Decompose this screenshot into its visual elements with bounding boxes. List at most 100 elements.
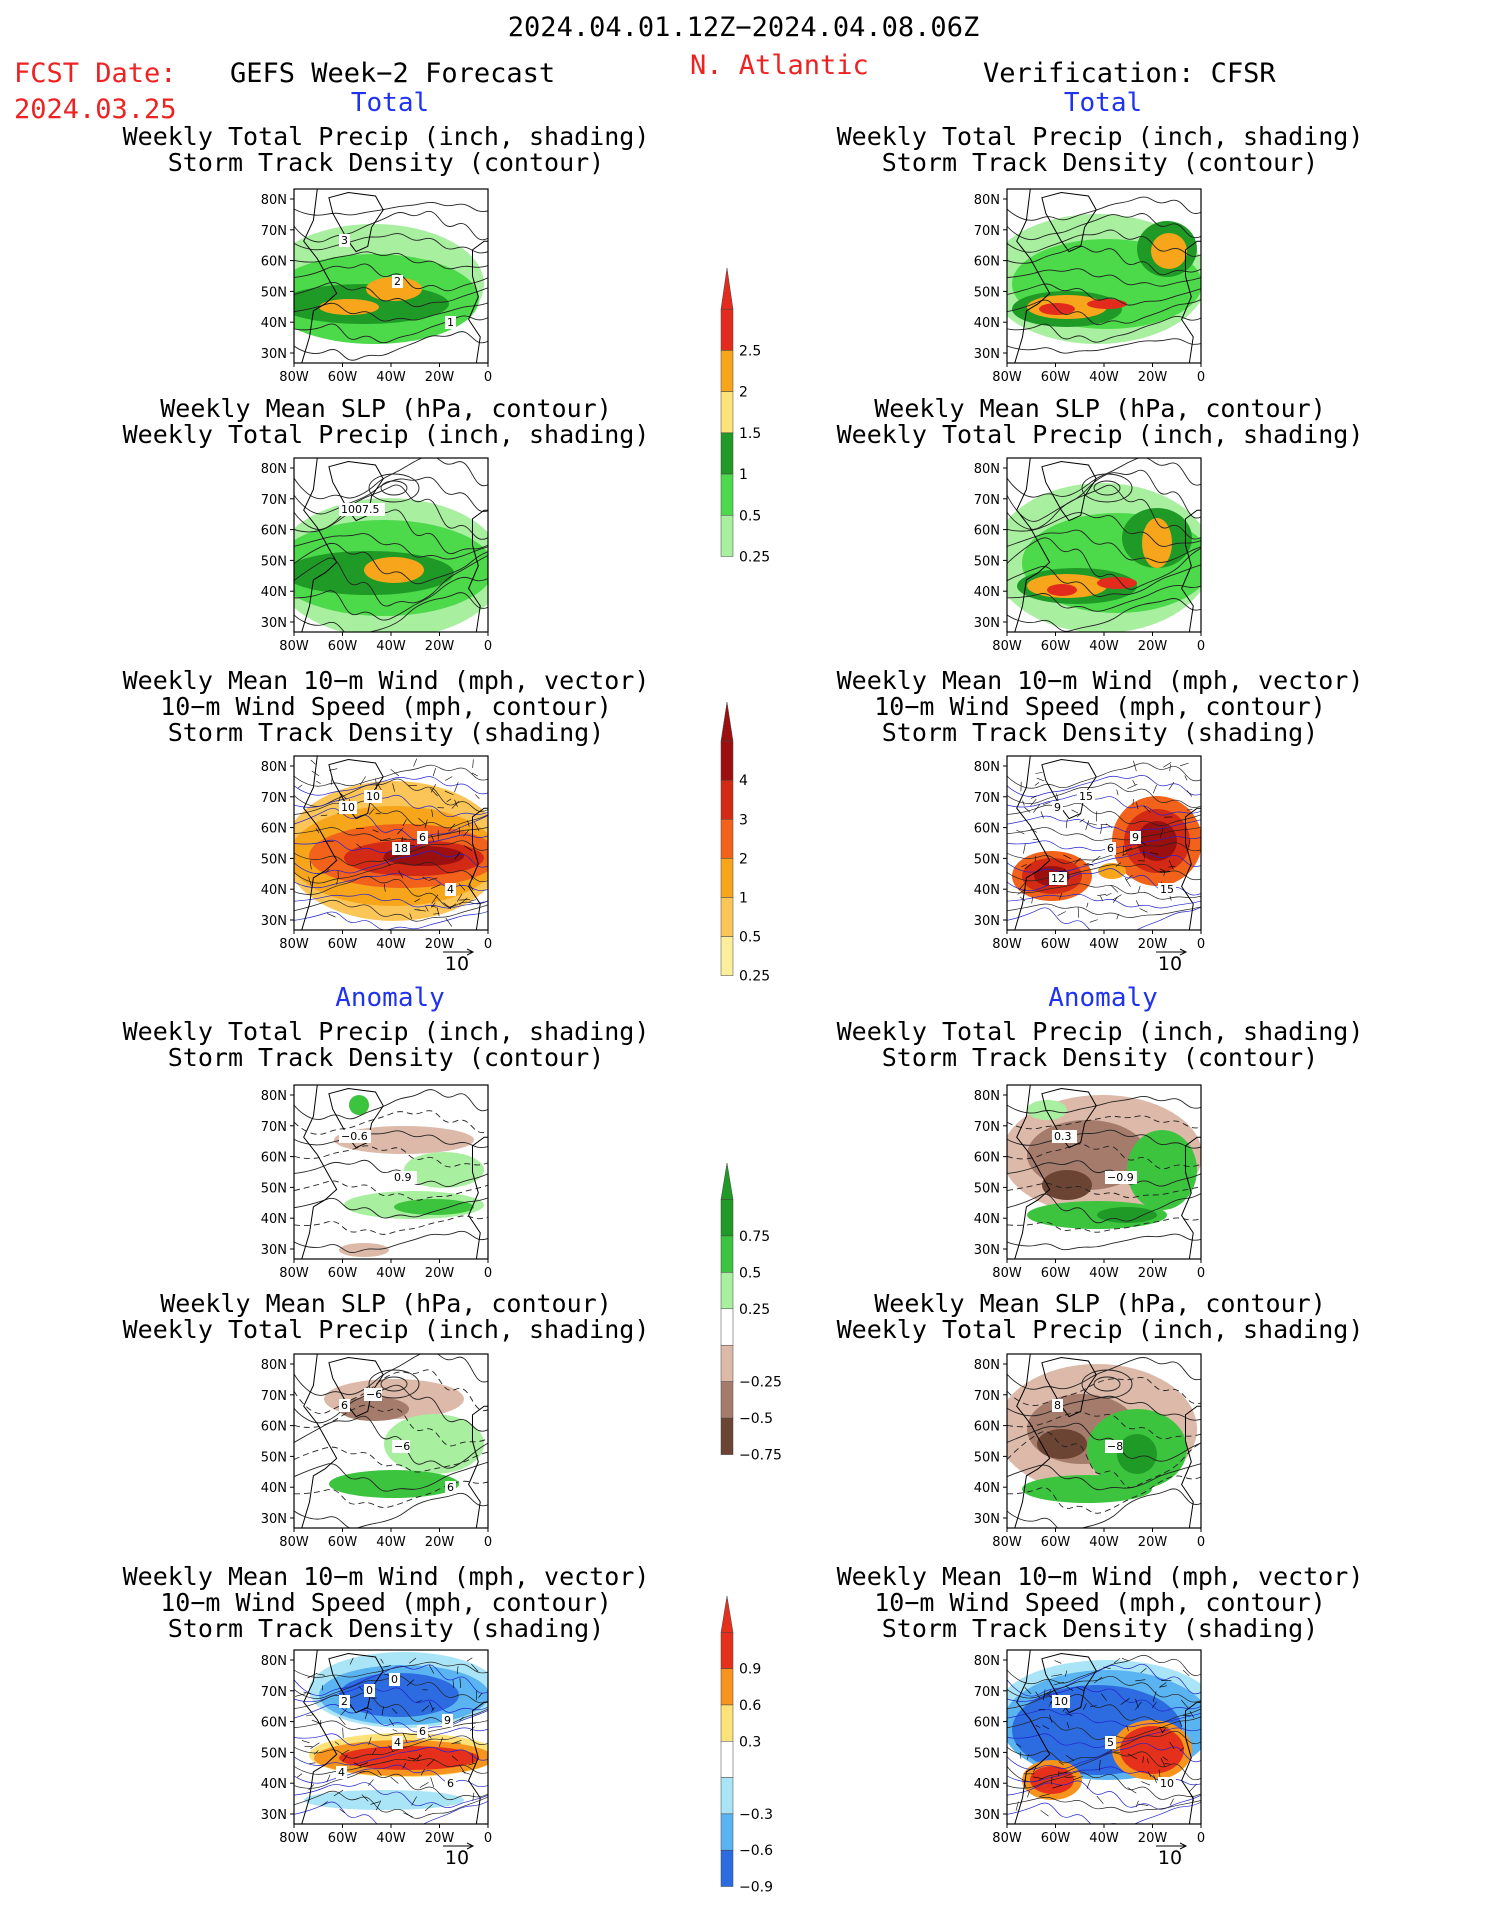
- lat-tick-label: 70N: [974, 791, 1000, 806]
- contour-label: 6: [1107, 842, 1114, 855]
- wind-vector: [338, 1716, 346, 1725]
- contour-line: [294, 808, 488, 841]
- contour-line: [294, 899, 488, 922]
- wind-vector: [1116, 914, 1119, 920]
- wind-vector: [314, 1750, 319, 1755]
- wind-vector: [1124, 877, 1131, 887]
- greenland-outline: [1041, 1087, 1097, 1149]
- shading-region: [1098, 863, 1126, 879]
- colorbar-label: 2: [739, 851, 748, 867]
- wind-vector: [431, 809, 434, 817]
- wind-vector: [1015, 1801, 1019, 1811]
- wind-vector: [1087, 822, 1097, 826]
- lat-tick-label: 60N: [261, 1716, 287, 1731]
- north-america-coast: [294, 189, 338, 363]
- wind-vector: [1051, 1674, 1062, 1677]
- contour-label: 1007.5: [341, 503, 380, 516]
- wind-vector: [1083, 1703, 1087, 1710]
- wind-vector: [459, 1678, 462, 1688]
- wind-vector: [445, 776, 453, 781]
- wind-vector: [1094, 1676, 1103, 1684]
- wind-vector: [429, 788, 438, 797]
- wind-vector: [469, 899, 476, 902]
- wind-vector: [1034, 782, 1040, 786]
- contour-label-box: [339, 1399, 350, 1412]
- wind-vector: [1065, 1670, 1068, 1677]
- wind-vector: [1066, 1722, 1070, 1729]
- contour-line: [294, 1159, 488, 1187]
- colorbar-segment: [720, 1741, 734, 1778]
- contour-line: [294, 792, 488, 818]
- wind-vector: [294, 1693, 306, 1697]
- lon-tick-label: 60W: [328, 937, 358, 952]
- contour-line: [1007, 1694, 1201, 1723]
- wind-vector: [1030, 798, 1037, 807]
- contour-line: [1007, 1357, 1201, 1390]
- wind-vector: [353, 1762, 362, 1767]
- north-america-coast: [294, 458, 338, 632]
- wind-vector: [420, 1768, 426, 1776]
- shading-region: [304, 1790, 464, 1810]
- lat-tick-label: 40N: [261, 1777, 287, 1792]
- wind-vector: [1042, 801, 1051, 806]
- contour-label: −0.9: [1107, 1171, 1134, 1184]
- contour-label-box: [392, 842, 410, 855]
- wind-vector: [430, 1777, 435, 1788]
- vector-reference-arrowhead: [466, 1842, 475, 1850]
- wind-vector: [1033, 804, 1041, 813]
- wind-vector: [375, 1800, 382, 1811]
- greenland-outline: [328, 1652, 384, 1714]
- north-america-coast: [294, 756, 338, 930]
- shading-region: [1137, 821, 1177, 861]
- shading-region: [349, 1095, 369, 1115]
- panel-title: Weekly Total Precip (inch, shading) Stor…: [836, 1017, 1364, 1072]
- lon-tick-label: 0: [484, 639, 492, 654]
- colorbar-label: 0.5: [739, 1265, 761, 1281]
- contour-label-box: [1049, 872, 1067, 885]
- wind-vector: [1135, 1701, 1142, 1710]
- lat-tick-label: 80N: [261, 462, 287, 477]
- wind-vector: [1159, 1682, 1167, 1688]
- contour-line: [1007, 815, 1201, 833]
- lon-tick-label: 0: [1197, 1535, 1205, 1550]
- map-panel-fcst-anom-slp-precip: 6 −6 6 −6 80N 70N 60N 50N 40N 30N 80W 60W 40W 20W 0: [261, 1353, 492, 1550]
- region-title: N. Atlantic: [690, 50, 869, 81]
- lon-tick-label: 60W: [1041, 370, 1071, 385]
- colorbar-label: 0.5: [739, 930, 761, 946]
- contour-line: [1007, 1431, 1201, 1489]
- lat-tick-label: 60N: [261, 255, 287, 270]
- shading-region: [384, 1414, 484, 1474]
- wind-vector: [456, 1666, 459, 1675]
- lat-tick-label: 70N: [261, 224, 287, 239]
- wind-vector: [349, 1657, 354, 1665]
- contour-label: 6: [447, 1777, 454, 1790]
- wind-vector: [459, 1716, 464, 1722]
- wind-vector: [305, 1714, 315, 1717]
- colorbar-cap: [720, 701, 734, 742]
- europe-coast: [1181, 509, 1201, 632]
- lat-tick-label: 30N: [261, 1512, 287, 1527]
- wind-vector: [1115, 862, 1122, 867]
- contour-line: [294, 1664, 488, 1696]
- wind-vector: [458, 883, 466, 891]
- wind-vector: [1079, 818, 1085, 823]
- panel-title: Weekly Mean 10−m Wind (mph, vector) 10−m…: [836, 666, 1364, 747]
- wind-vector: [402, 819, 407, 826]
- lat-tick-label: 50N: [974, 1450, 1000, 1465]
- wind-vector: [478, 1692, 483, 1698]
- contour-line: [1007, 1686, 1201, 1712]
- colorbar-label: 0.5: [739, 508, 761, 524]
- wind-vector: [342, 1754, 348, 1762]
- colorbar-cap: [720, 1162, 734, 1200]
- shading-region: [364, 557, 424, 583]
- colorbar-segment: [720, 515, 734, 557]
- contour-line: [1007, 883, 1201, 900]
- lon-tick-label: 60W: [1041, 937, 1071, 952]
- contour-line: [294, 1130, 488, 1148]
- colorbar-segment: [720, 1199, 734, 1237]
- wind-vector: [422, 876, 428, 881]
- contour-line: [294, 302, 488, 322]
- lat-tick-label: 80N: [974, 1358, 1000, 1373]
- shading-region: [1117, 1434, 1157, 1474]
- lat-tick-label: 80N: [261, 193, 287, 208]
